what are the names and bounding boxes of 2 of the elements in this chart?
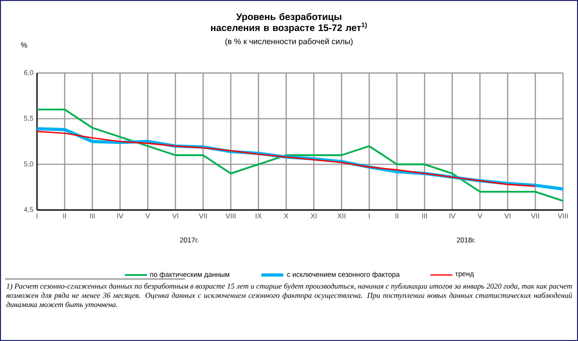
chart-title: Уровень безработицы населения в возрасте 15-72 лет$^{1)}$ [211,13,367,33]
chart-subtitle: (в % к численности рабочей силы) [225,38,353,46]
